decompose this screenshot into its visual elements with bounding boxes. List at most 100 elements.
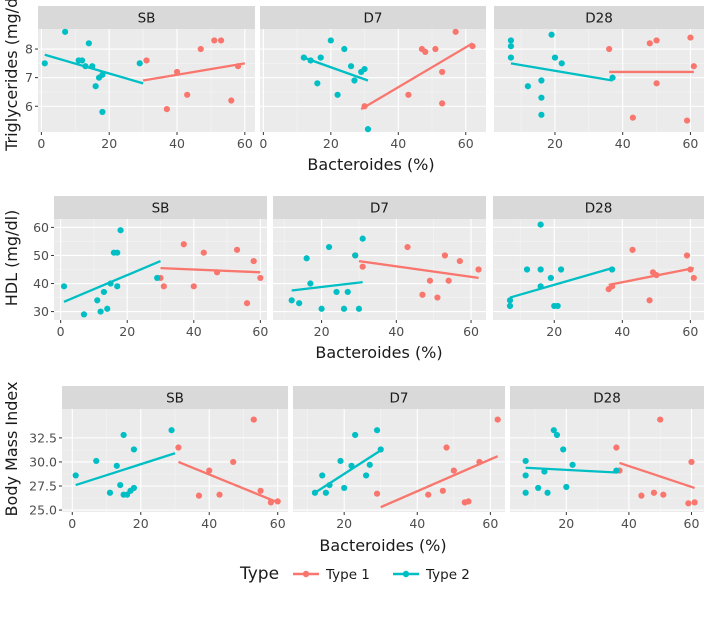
data-point <box>688 458 695 466</box>
data-point <box>337 457 344 465</box>
data-point <box>326 481 333 489</box>
regression-line <box>619 461 695 490</box>
regression-line <box>358 259 479 280</box>
data-point <box>553 431 561 439</box>
x-tick-label: 60 <box>270 516 286 531</box>
panel-d28: D28 20 40 60 <box>510 386 704 531</box>
data-point <box>136 60 143 67</box>
data-point <box>211 37 218 44</box>
regression-line <box>509 266 613 299</box>
panel-d28: D28 20 40 60 <box>494 6 704 151</box>
facet-strip <box>260 6 486 29</box>
x-tick-label: 60 <box>252 324 268 339</box>
x-tick-label: 40 <box>615 136 631 151</box>
facet-strip <box>38 6 255 29</box>
data-point <box>85 40 92 47</box>
data-point <box>184 91 191 98</box>
data-point <box>114 283 121 290</box>
data-point <box>217 37 225 44</box>
data-point <box>377 446 384 453</box>
data-point <box>419 291 426 298</box>
data-point <box>434 294 441 301</box>
data-point <box>322 489 329 496</box>
y-tick-label: 8 <box>25 42 33 57</box>
data-point <box>206 467 213 474</box>
data-point <box>691 499 698 506</box>
facet-strip-label: D7 <box>370 201 389 217</box>
data-point <box>629 246 636 253</box>
data-point <box>327 37 334 44</box>
data-point <box>551 54 559 61</box>
panel-sb: SB 30 40 50 60 0 20 40 60 <box>33 196 268 339</box>
data-point <box>439 100 446 107</box>
y-tick-label: 60 <box>33 220 49 235</box>
data-point <box>344 288 351 296</box>
data-point <box>352 431 359 439</box>
facet-strip-label: SB <box>166 391 184 407</box>
data-point <box>404 243 411 251</box>
data-point <box>507 43 515 50</box>
data-point <box>307 280 314 287</box>
data-point <box>456 257 463 265</box>
series-type1 <box>175 416 281 506</box>
series-type2 <box>311 427 384 496</box>
data-point <box>352 252 359 259</box>
y-tick-label: 25.0 <box>29 503 57 518</box>
x-tick-label: 20 <box>323 136 339 151</box>
plot-background <box>260 29 486 132</box>
facet-strip <box>273 196 486 219</box>
data-point <box>550 427 557 434</box>
data-point <box>685 500 692 507</box>
x-tick-label: 40 <box>614 324 630 339</box>
data-point <box>175 444 182 451</box>
x-tick-label: 60 <box>482 516 498 531</box>
data-point <box>234 63 242 70</box>
regression-line <box>608 266 695 287</box>
facet-strip-label: SB <box>152 201 170 217</box>
facet-strip-label: D28 <box>593 391 621 407</box>
x-tick-label: 40 <box>186 324 202 339</box>
data-point <box>130 446 138 453</box>
x-tick-label: 60 <box>463 324 479 339</box>
data-point <box>113 462 120 469</box>
y-axis-title: Body Mass Index <box>2 382 21 517</box>
data-point <box>104 305 111 312</box>
data-point <box>476 458 483 466</box>
data-point <box>355 305 363 312</box>
data-point <box>606 45 613 53</box>
x-tick-label: 20 <box>314 324 330 339</box>
facet-strip <box>62 386 288 409</box>
data-point <box>173 68 181 76</box>
data-point <box>538 111 545 118</box>
data-point <box>197 45 204 53</box>
facet-strip-label: D7 <box>390 391 409 407</box>
data-point <box>366 461 373 468</box>
data-point <box>300 54 307 61</box>
data-point <box>506 297 514 304</box>
legend-label-type2: Type 2 <box>425 567 470 583</box>
data-point <box>99 108 106 116</box>
data-point <box>243 300 251 307</box>
data-point <box>538 77 545 84</box>
x-tick-label: 20 <box>336 516 352 531</box>
plot-background <box>510 409 704 512</box>
data-point <box>683 252 691 259</box>
data-point <box>522 489 529 496</box>
data-point <box>307 57 314 64</box>
data-point <box>288 297 295 304</box>
panel-sb: SB 25.0 27.5 30.0 32.5 0 20 40 60 <box>29 386 288 531</box>
data-point <box>687 266 694 273</box>
series-type1 <box>606 34 697 124</box>
data-point <box>507 37 515 44</box>
data-point <box>41 60 48 67</box>
facet-strip-label: D28 <box>585 201 613 217</box>
series-type2 <box>60 227 161 318</box>
data-point <box>653 272 660 279</box>
data-point <box>93 457 100 465</box>
data-point <box>82 63 89 70</box>
x-tick-label: 40 <box>169 136 185 151</box>
x-tick-label: 20 <box>547 136 563 151</box>
data-point <box>657 416 664 423</box>
x-tick-label: 60 <box>458 136 474 151</box>
